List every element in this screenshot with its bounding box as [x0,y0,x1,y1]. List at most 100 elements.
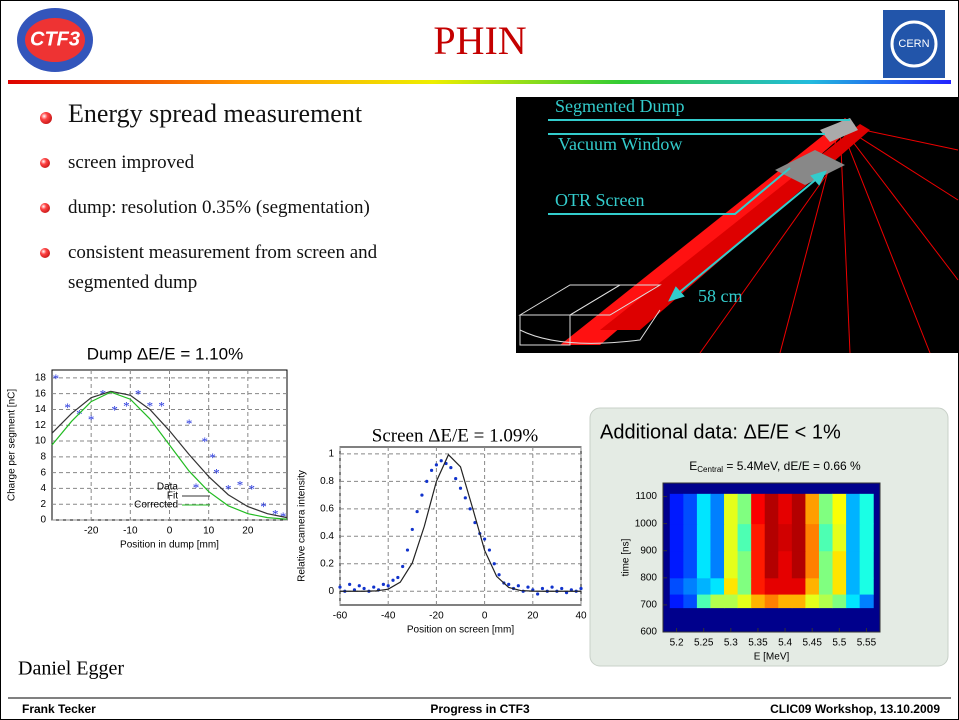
heat-cell [818,493,834,525]
data-point [526,585,530,589]
data-point [386,584,390,588]
y-axis-label: Charge per segment [nC] [7,389,18,502]
x-axis-label: E [MeV] [754,652,790,663]
heat-cell [818,523,834,552]
heat-cell [710,594,725,609]
heat-cell [832,523,847,552]
y-tick-label: 1 [328,449,334,460]
y-tick-label: 0.2 [320,558,334,569]
x-tick-label: 5.3 [724,638,738,649]
x-tick-label: 0 [482,611,488,622]
heat-cell [751,523,766,552]
heat-cell [791,493,806,525]
diagram-label: OTR Screen [555,190,644,210]
y-tick-label: 0.4 [320,531,334,542]
svg-text:CERN: CERN [898,38,929,50]
y-tick-label: 0.6 [320,503,334,514]
data-point: * [88,412,95,427]
data-point [420,493,424,497]
heat-cell [710,550,725,579]
x-tick-label: 5.2 [670,638,684,649]
heat-cell [696,523,711,552]
data-point: * [186,416,193,431]
heat-cell [724,523,739,552]
y-tick-label: 800 [640,572,657,583]
y-tick-label: 6 [40,467,46,478]
data-point [362,586,366,591]
heat-cell [846,493,861,525]
data-point: * [249,481,256,496]
ctf3-logo: CTF3 [17,8,93,72]
heat-cell [791,550,806,579]
heat-cell [683,577,698,595]
y-tick-label: 18 [35,373,47,384]
data-point: * [209,450,216,465]
data-point: * [272,507,279,522]
x-tick-label: -20 [84,526,99,537]
heat-cell [683,550,698,579]
data-point [410,527,414,532]
legend-label: Data [157,482,179,493]
chart-subtitle: ECentral = 5.4MeV, dE/E = 0.66 % [689,459,861,474]
x-tick-label: -60 [333,611,348,622]
legend-swatch: * [193,480,200,495]
data-point: * [111,402,118,417]
heat-cell [859,577,874,595]
bullet-icon [40,203,50,213]
bullet-icon [40,158,50,168]
bullet-text: consistent measurement from screen and s… [68,242,378,293]
data-point [405,548,410,552]
heat-cell [805,523,820,552]
plot-area [339,446,582,606]
data-point: * [213,466,220,481]
x-tick-label: 5.55 [857,638,877,649]
y-tick-label: 0 [40,515,46,526]
data-point [454,477,458,481]
heat-cell [791,577,806,595]
data-point [425,479,429,483]
chart-title: Screen ΔE/E = 1.09% [372,425,539,446]
heat-cell [832,493,847,525]
heat-cell [737,577,752,595]
heat-cell [696,577,711,595]
data-point [449,466,453,470]
heat-cell [751,594,766,609]
data-point [348,582,352,586]
data-point [468,507,472,511]
y-tick-label: 900 [640,545,657,556]
y-tick-label: 16 [35,388,47,399]
heat-cell [805,550,820,579]
y-tick-label: 1000 [635,518,658,529]
data-point [536,592,540,596]
x-tick-label: 5.35 [748,638,768,649]
heat-cell [818,594,834,609]
data-point [372,585,376,589]
heat-cell [669,523,684,552]
data-point [458,486,463,490]
data-point [579,586,583,591]
data-point [396,575,400,580]
heat-cell [818,550,834,579]
x-tick-label: 5.5 [832,638,846,649]
cern-logo: CERN [883,10,945,78]
data-point [439,459,443,463]
data-point [338,585,342,589]
beamline-diagram: Segmented Dump Vacuum Window OTR Screen … [516,96,959,354]
chart: Additional data: ΔE/E < 1% ECentral = 5.4… [600,421,881,663]
heat-cell [778,550,793,579]
heat-cell [724,594,739,609]
heat-cell [669,577,684,595]
data-point [516,584,520,588]
heat-cell [669,550,684,579]
x-tick-label: 5.45 [802,638,822,649]
x-tick-label: 5.25 [694,638,714,649]
heat-cell [751,493,766,525]
data-point [463,496,467,500]
heat-cell [832,577,847,595]
diagram-label: Vacuum Window [558,134,682,154]
heat-cell [778,594,793,609]
heat-cell [764,523,779,552]
y-tick-label: 600 [640,627,657,638]
heat-cell [846,594,861,609]
